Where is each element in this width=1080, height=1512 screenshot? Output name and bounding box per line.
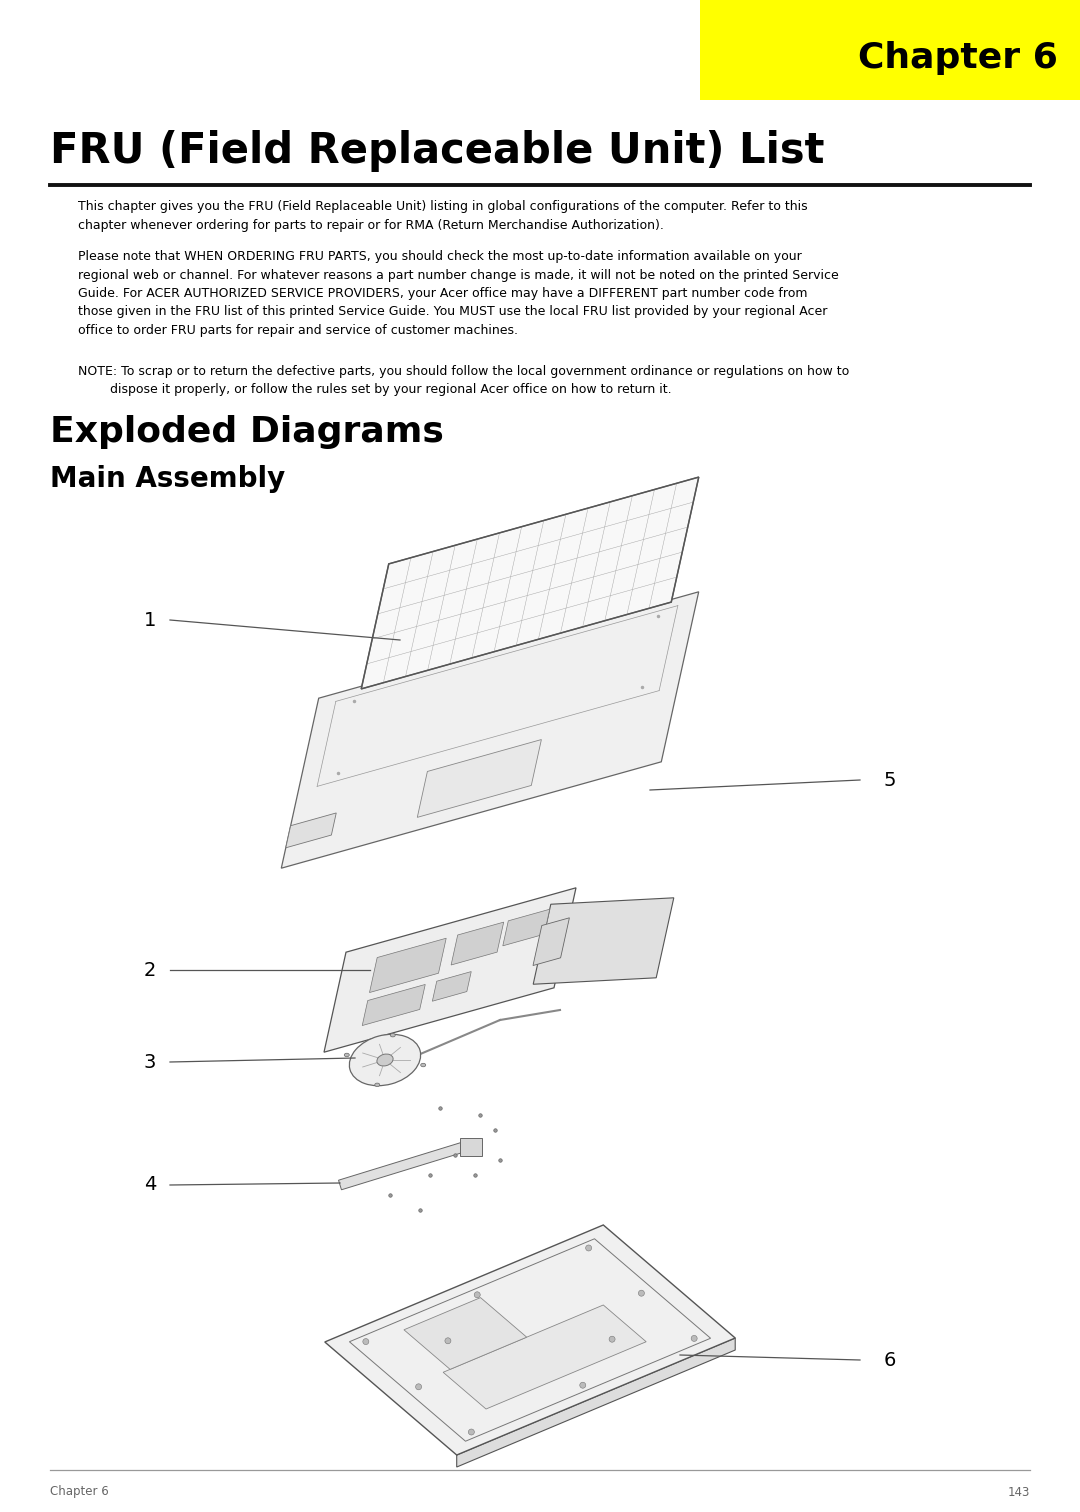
Circle shape [609,1337,616,1343]
Text: 1: 1 [144,611,157,629]
Ellipse shape [375,1083,380,1087]
Text: FRU (Field Replaceable Unit) List: FRU (Field Replaceable Unit) List [50,130,824,172]
Text: 143: 143 [1008,1485,1030,1498]
Polygon shape [451,922,503,965]
Circle shape [363,1338,369,1344]
Polygon shape [286,813,336,848]
Circle shape [416,1383,421,1390]
Circle shape [580,1382,585,1388]
Circle shape [469,1429,474,1435]
Polygon shape [404,1297,527,1370]
Text: 4: 4 [144,1175,157,1194]
Polygon shape [503,909,550,947]
Bar [460,1139,482,1157]
Bar [700,0,1080,100]
Polygon shape [457,1338,735,1467]
Circle shape [445,1338,451,1344]
Polygon shape [362,984,426,1025]
Text: Main Assembly: Main Assembly [50,466,285,493]
Polygon shape [361,478,699,689]
Polygon shape [534,918,569,966]
Text: 3: 3 [144,1052,157,1072]
Polygon shape [417,739,541,818]
Text: This chapter gives you the FRU (Field Replaceable Unit) listing in global config: This chapter gives you the FRU (Field Re… [78,200,808,231]
Text: Please note that WHEN ORDERING FRU PARTS, you should check the most up-to-date i: Please note that WHEN ORDERING FRU PARTS… [78,249,839,337]
Ellipse shape [421,1063,426,1067]
Text: Chapter 6: Chapter 6 [50,1485,109,1498]
Polygon shape [338,1140,472,1190]
Circle shape [638,1290,645,1296]
Polygon shape [443,1305,646,1409]
Ellipse shape [349,1034,420,1086]
Text: 6: 6 [883,1350,896,1370]
Polygon shape [281,591,699,868]
Polygon shape [534,898,674,984]
Circle shape [585,1244,592,1250]
Text: Exploded Diagrams: Exploded Diagrams [50,414,444,449]
Text: 2: 2 [144,960,157,980]
Ellipse shape [377,1054,393,1066]
Text: Chapter 6: Chapter 6 [859,41,1058,76]
Polygon shape [432,972,471,1001]
Circle shape [691,1335,698,1341]
Text: NOTE: To scrap or to return the defective parts, you should follow the local gov: NOTE: To scrap or to return the defectiv… [78,364,849,396]
Text: 5: 5 [883,771,896,789]
Polygon shape [324,888,576,1052]
Polygon shape [369,939,446,992]
Ellipse shape [390,1033,395,1037]
Ellipse shape [345,1054,349,1057]
Circle shape [474,1291,481,1297]
Polygon shape [325,1225,735,1455]
